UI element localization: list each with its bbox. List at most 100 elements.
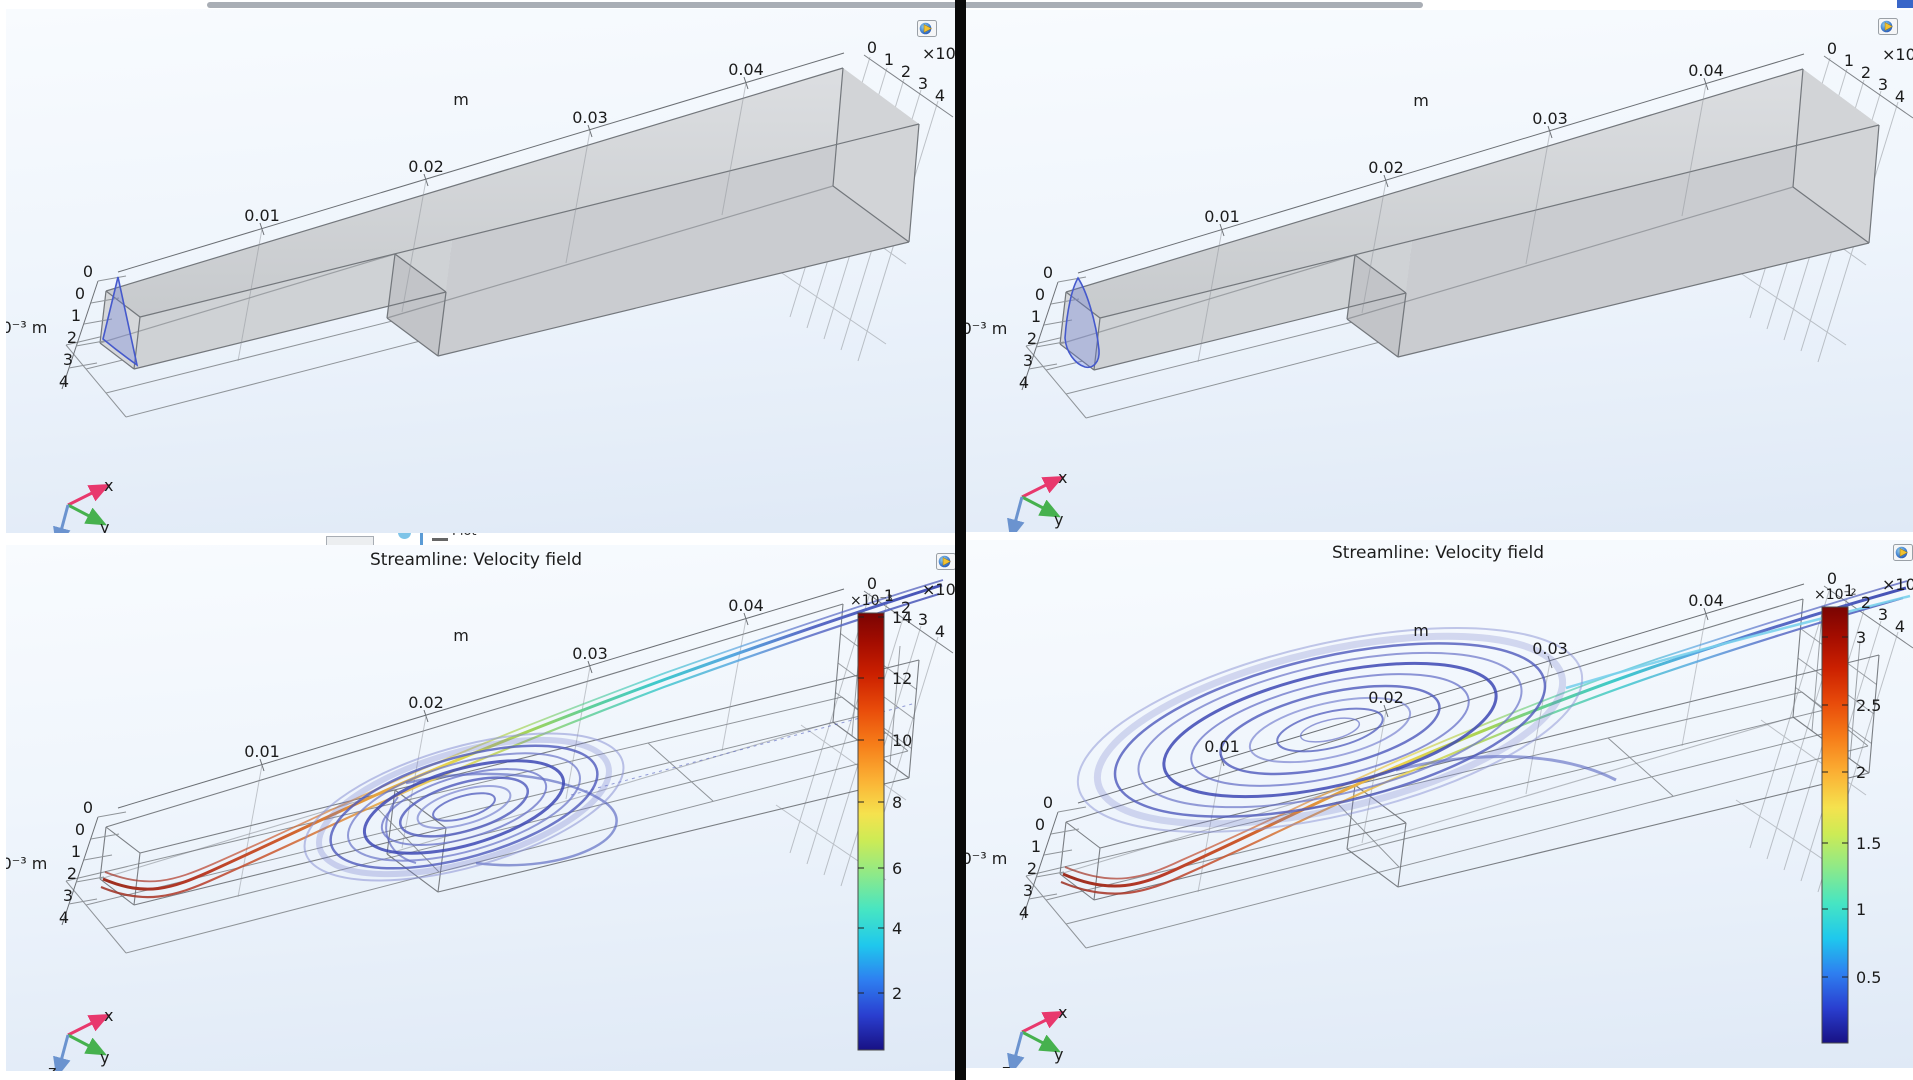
x-tick-label: 0.03 — [1532, 109, 1568, 128]
triad-y-label: y — [1054, 510, 1063, 529]
duct-geometry — [1059, 68, 1880, 371]
x-tick-label: 0.04 — [1688, 591, 1724, 610]
w-tick-label: 3 — [918, 74, 928, 93]
orientation-triad — [61, 492, 94, 531]
z-tick-label: 2 — [67, 328, 77, 347]
plot-settings-icon[interactable] — [1893, 544, 1913, 561]
geometry-scene: 0 0.01 0.02 0.03 0.04 m 0 1 2 3 4 ×10⁻³ … — [966, 39, 1913, 532]
z-tick-label: 3 — [1023, 881, 1033, 900]
z-tick-label: 3 — [1023, 351, 1033, 370]
triad-x-label: x — [1058, 1003, 1067, 1022]
w-tick-label: 1 — [1844, 51, 1854, 70]
x-origin-label: 0 — [1043, 263, 1053, 282]
x-axis-unit: m — [1413, 621, 1429, 640]
x-tick-label: 0.02 — [408, 157, 444, 176]
x-tick-label: 0.03 — [1532, 639, 1568, 658]
triad-z-label: z — [1002, 526, 1010, 532]
x-tick-label: 0.01 — [1204, 207, 1240, 226]
x-origin-label: 0 — [1043, 793, 1053, 812]
axis-labels: 0 0.01 0.02 0.03 0.04 m 0 1 2 3 4 ×10⁻³ … — [966, 569, 1913, 922]
recirculation-vortex — [1076, 627, 1584, 833]
w-tick-label: 3 — [918, 610, 928, 629]
w-tick-label: 4 — [1895, 87, 1905, 106]
graphics-panel-top-right[interactable]: 0 0.01 0.02 0.03 0.04 m 0 1 2 3 4 ×10⁻³ … — [966, 10, 1913, 532]
colorbar-tick-label: 1.5 — [1856, 834, 1881, 853]
w-tick-label: 2 — [1861, 593, 1871, 612]
z-tick-label: 0 — [75, 820, 85, 839]
z-tick-label: 0 — [75, 284, 85, 303]
x-origin-label: 0 — [83, 798, 93, 817]
colorbar: ×10⁻² 3 2.5 2 1.5 1 0.5 — [1814, 587, 1881, 1044]
w-tick-label: 4 — [1895, 617, 1905, 636]
colorbar-tick-label: 12 — [892, 669, 912, 688]
colorbar-tick-label: 14 — [892, 608, 912, 627]
colorbar-exp: ×10⁻³ — [850, 593, 893, 609]
colorbar-tick-label: 3 — [1856, 628, 1866, 647]
triad-y-label: y — [1054, 1045, 1063, 1064]
plot-settings-icon[interactable] — [936, 553, 955, 570]
z-tick-label: 1 — [1031, 837, 1041, 856]
z-axis-unit-clipped: ×10⁻³ m — [6, 854, 47, 873]
x-tick-label: 0.03 — [572, 644, 608, 663]
top-scrollbar[interactable] — [207, 2, 1423, 8]
geometry-scene: 0 0.01 0.02 0.03 0.04 m 0 1 2 3 4 ×10⁻³ … — [6, 38, 955, 535]
colorbar-tick-label: 2 — [892, 984, 902, 1003]
graphics-panel-bottom-left[interactable]: ×10⁻³ 14 12 10 8 6 4 2 Streamline: Veloc… — [6, 545, 955, 1071]
duct-geometry — [99, 67, 920, 370]
z-axis-unit-clipped: ×10⁻³ m — [966, 319, 1007, 338]
x-axis-unit: m — [1413, 91, 1429, 110]
streamline-scene: ×10⁻² 3 2.5 2 1.5 1 0.5 Streamline: Velo… — [966, 543, 1913, 1068]
colorbar-tick-label: 4 — [892, 919, 902, 938]
x-tick-label: 0.04 — [728, 596, 764, 615]
x-tick-label: 0.03 — [572, 108, 608, 127]
streamlines — [1060, 580, 1911, 895]
graphics-panel-bottom-right[interactable]: ×10⁻² 3 2.5 2 1.5 1 0.5 Streamline: Velo… — [966, 540, 1913, 1068]
triad-x-label: x — [104, 1006, 113, 1025]
orientation-triad — [1015, 1019, 1048, 1058]
w-tick-label: 2 — [901, 62, 911, 81]
w-axis-exp-clipped: ×10⁻³ — [922, 44, 955, 63]
w-tick-label: 2 — [1861, 63, 1871, 82]
colorbar-tick-label: 1 — [1856, 900, 1866, 919]
plot-settings-icon[interactable] — [917, 20, 937, 37]
clipped-refresh-icon[interactable] — [398, 533, 411, 539]
colorbar: ×10⁻³ 14 12 10 8 6 4 2 — [850, 593, 912, 1051]
w-tick-label: 1 — [884, 50, 894, 69]
x-tick-label: 0.04 — [728, 60, 764, 79]
w-tick-label: 0 — [1827, 569, 1837, 588]
z-tick-label: 2 — [1027, 859, 1037, 878]
z-axis-unit-clipped: ×10⁻³ m — [966, 849, 1007, 868]
panel-divider-sash[interactable] — [955, 0, 966, 1080]
plot-settings-icon[interactable] — [1878, 18, 1898, 35]
axis-labels: 0 0.01 0.02 0.03 0.04 m 0 1 2 3 4 ×10⁻³ … — [6, 38, 955, 391]
x-tick-label: 0.02 — [1368, 688, 1404, 707]
w-tick-label: 1 — [1844, 581, 1854, 600]
z-tick-label: 1 — [1031, 307, 1041, 326]
z-tick-label: 1 — [71, 842, 81, 861]
streamline-scene: ×10⁻³ 14 12 10 8 6 4 2 Streamline: Veloc… — [6, 550, 955, 1071]
z-tick-label: 3 — [63, 350, 73, 369]
w-tick-label: 3 — [1878, 605, 1888, 624]
triad-x-label: x — [1058, 468, 1067, 487]
w-tick-label: 3 — [1878, 75, 1888, 94]
window-corner-chip — [1897, 0, 1913, 8]
z-tick-label: 2 — [67, 864, 77, 883]
w-tick-label: 0 — [867, 574, 877, 593]
triad-x-label: x — [104, 476, 113, 495]
plot-title: Streamline: Velocity field — [370, 550, 582, 570]
toolbar-separator — [420, 533, 423, 545]
graphics-panel-top-left[interactable]: 0 0.01 0.02 0.03 0.04 m 0 1 2 3 4 ×10⁻³ … — [6, 9, 955, 535]
w-tick-label: 4 — [935, 86, 945, 105]
w-axis-exp-clipped: ×10⁻³ — [1882, 45, 1913, 64]
clipped-toolbar-strip: Plot — [6, 533, 955, 545]
w-tick-label: 2 — [901, 598, 911, 617]
w-axis-exp-clipped: ×10⁻³ — [1882, 575, 1913, 594]
recirculation-vortex — [303, 732, 625, 882]
triad-y-label: y — [100, 1048, 109, 1067]
z-tick-label: 4 — [59, 372, 69, 391]
plot-button-fragment[interactable]: Plot — [452, 533, 477, 539]
clipped-menu-icon[interactable] — [432, 538, 448, 541]
x-axis-unit: m — [453, 626, 469, 645]
w-axis-exp-clipped: ×10⁻³ — [922, 580, 955, 599]
clipped-toolbar-field — [326, 536, 374, 545]
